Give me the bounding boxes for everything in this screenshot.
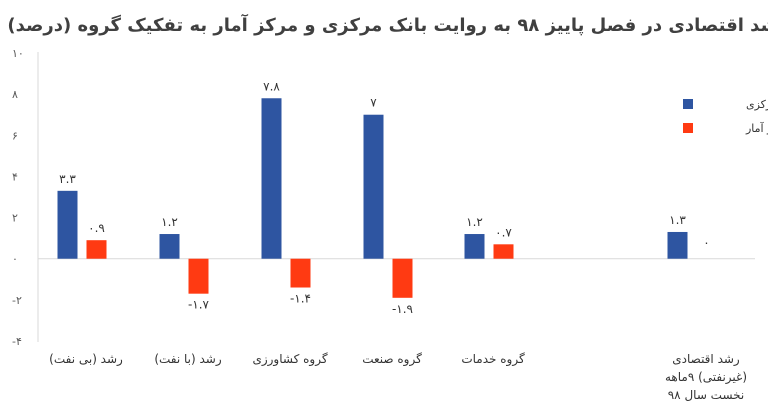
legend: بانک مرکزی مرکز آمار [683,98,768,135]
bar-bank-markazi [261,98,282,259]
category-label: رشد (با نفت) [154,352,222,367]
category-label: گروه خدمات [461,352,525,367]
category-label: گروه کشاورزی [252,352,327,367]
bars [57,98,688,298]
y-tick-label: ۸ [12,88,18,101]
data-label: ۷ [370,96,377,110]
y-tick-label: ۱۰ [12,47,24,60]
bar-markaz-amar [290,258,311,288]
category-label: رشد اقتصادی (غیرنفتی) ۹ماهه نخست سال ۹۸ [665,352,747,402]
y-tick-label: -۴ [12,335,22,348]
legend-entry: مرکز آمار [745,121,768,135]
data-label: ۳.۳ [59,172,76,186]
bar-bank-markazi [159,234,180,259]
y-tick-label: ۶ [12,129,18,142]
bar-markaz-amar [188,258,209,294]
data-label: ۷.۸ [263,79,280,93]
data-label: -۱.۷ [188,298,210,312]
chart-title: رشد اقتصادی در فصل پاییز ۹۸ به روایت بان… [7,13,768,36]
data-label: ۰ [703,236,709,250]
bar-bank-markazi [464,234,485,259]
bar-bank-markazi [667,231,688,259]
data-label: ۰.۷ [495,225,512,239]
bar-markaz-amar [392,258,413,298]
data-label: -۱.۹ [392,302,413,316]
y-tick-label: ۲ [12,212,18,225]
bar-bank-markazi [57,190,78,259]
y-tick-label: ۰ [12,253,18,266]
bar-markaz-amar [86,240,107,259]
legend-swatch [683,123,693,133]
category-label: گروه صنعت [362,352,422,367]
bar-markaz-amar [493,244,514,259]
y-ticks: -۴ -۲ ۰ ۲ ۴ ۶ ۸ ۱۰ [12,47,24,348]
data-label: ۱.۳ [669,213,686,227]
data-labels: ۳.۳ ۱.۲ ۷.۸ ۷ ۱.۲ ۱.۳ ۰.۹ -۱.۷ -۱.۴ -۱.۹ ۰.۷ ۰ [59,79,710,316]
y-tick-label: -۲ [12,294,22,307]
data-label: -۱.۴ [290,292,311,306]
legend-swatch [683,99,693,109]
data-label: ۱.۲ [161,215,178,229]
data-label: ۱.۲ [466,215,483,229]
category-label: رشد (بی نفت) [49,352,123,367]
legend-entry: بانک مرکزی [746,98,768,111]
y-tick-label: ۴ [12,170,18,183]
category-labels: رشد (بی نفت) رشد (با نفت) گروه کشاورزی گروه… [49,352,747,402]
data-label: ۰.۹ [88,221,105,235]
bar-bank-markazi [363,114,384,259]
